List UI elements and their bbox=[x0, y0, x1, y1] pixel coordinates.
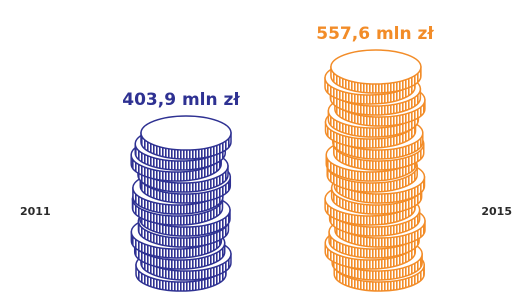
chart: 403,9 mln zł 2011 557,6 mln zł 2015 bbox=[0, 0, 529, 293]
page: {"chart_data": {"type": "coin-stack", "c… bbox=[0, 0, 529, 293]
coin-stack bbox=[131, 116, 231, 291]
category-label: 2015 bbox=[481, 205, 512, 218]
coin-face bbox=[331, 50, 421, 84]
value-label: 557,6 mln zł bbox=[316, 24, 434, 44]
value-label: 403,9 mln zł bbox=[122, 90, 240, 110]
category-label: 2011 bbox=[20, 205, 51, 218]
coin-face bbox=[141, 116, 231, 150]
coin-stack bbox=[325, 50, 425, 291]
